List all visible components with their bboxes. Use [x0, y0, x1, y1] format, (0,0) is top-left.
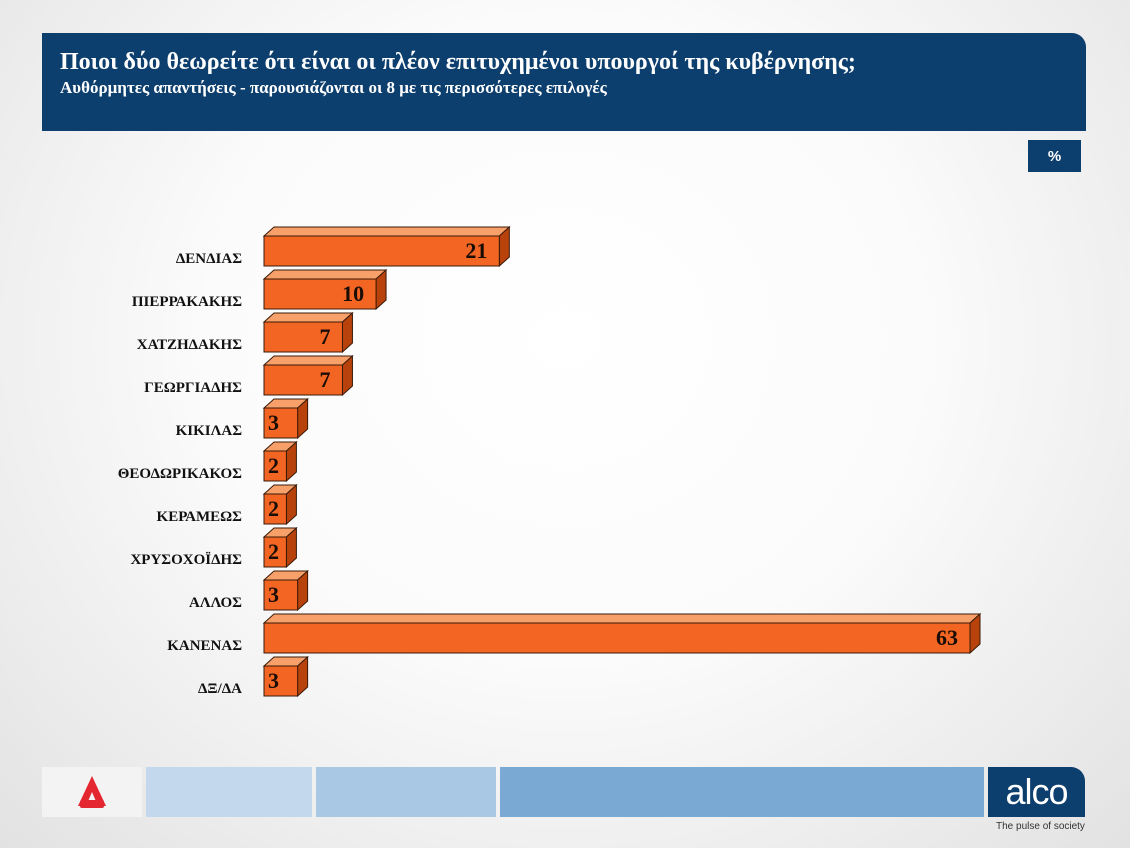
value-label-3: 7	[319, 367, 330, 392]
bar-9	[263, 622, 971, 654]
category-label-0: ΔΕΝΔΙΑΣ	[176, 251, 242, 267]
category-label-9: ΚΑΝΕΝΑΣ	[167, 638, 242, 654]
category-label-2: ΧΑΤΖΗΔΑΚΗΣ	[137, 337, 242, 353]
category-label-7: ΧΡΥΣΟΧΟΪΔΗΣ	[130, 552, 242, 568]
value-label-4: 3	[268, 410, 279, 435]
bar-5	[263, 450, 287, 482]
category-label-8: ΑΛΛΟΣ	[189, 595, 242, 611]
category-label-1: ΠΙΕΡΡΑΚΑΚΗΣ	[132, 294, 242, 310]
bar-7	[263, 536, 287, 568]
category-label-6: ΚΕΡΑΜΕΩΣ	[157, 509, 243, 525]
bar-8	[263, 579, 299, 611]
value-label-8: 3	[268, 582, 279, 607]
value-label-1: 10	[342, 281, 364, 306]
bar-2	[263, 321, 343, 353]
footer-bar-segment-2	[316, 767, 496, 817]
value-label-9: 63	[936, 625, 958, 650]
category-label-4: ΚΙΚΙΛΑΣ	[176, 423, 243, 439]
bar-top-0	[262, 226, 511, 237]
value-label-0: 21	[465, 238, 487, 263]
alco-logo: alco	[988, 767, 1085, 817]
value-label-10: 3	[268, 668, 279, 693]
footer-bar-segment-1	[146, 767, 312, 817]
bar-top-9	[262, 613, 982, 624]
alco-tagline: The pulse of society	[996, 821, 1085, 832]
footer-bar-segment-3	[500, 767, 984, 817]
bar-top-1	[262, 269, 388, 280]
unit-badge: %	[1028, 140, 1081, 172]
alpha-news-logo	[42, 767, 142, 817]
value-label-6: 2	[268, 496, 279, 521]
category-label-10: ΔΞ/ΔΑ	[198, 681, 242, 697]
chart-subtitle: Αυθόρμητες απαντήσεις - παρουσιάζονται ο…	[60, 78, 607, 97]
value-label-5: 2	[268, 453, 279, 478]
category-label-3: ΓΕΩΡΓΙΑΔΗΣ	[144, 380, 242, 396]
bar-3	[263, 364, 343, 396]
bar-0	[263, 235, 500, 267]
bar-top-3	[262, 355, 354, 366]
bar-10	[263, 665, 299, 697]
bar-6	[263, 493, 287, 525]
bar-top-2	[262, 312, 354, 323]
value-label-2: 7	[319, 324, 330, 349]
chart-title: Ποιοι δύο θεωρείτε ότι είναι οι πλέον επ…	[60, 49, 856, 75]
alpha-news-icon	[78, 776, 106, 808]
category-label-5: ΘΕΟΔΩΡΙΚΑΚΟΣ	[118, 466, 242, 482]
header-banner: Ποιοι δύο θεωρείτε ότι είναι οι πλέον επ…	[42, 33, 1086, 131]
bar-4	[263, 407, 299, 439]
value-label-7: 2	[268, 539, 279, 564]
bar-1	[263, 278, 377, 310]
